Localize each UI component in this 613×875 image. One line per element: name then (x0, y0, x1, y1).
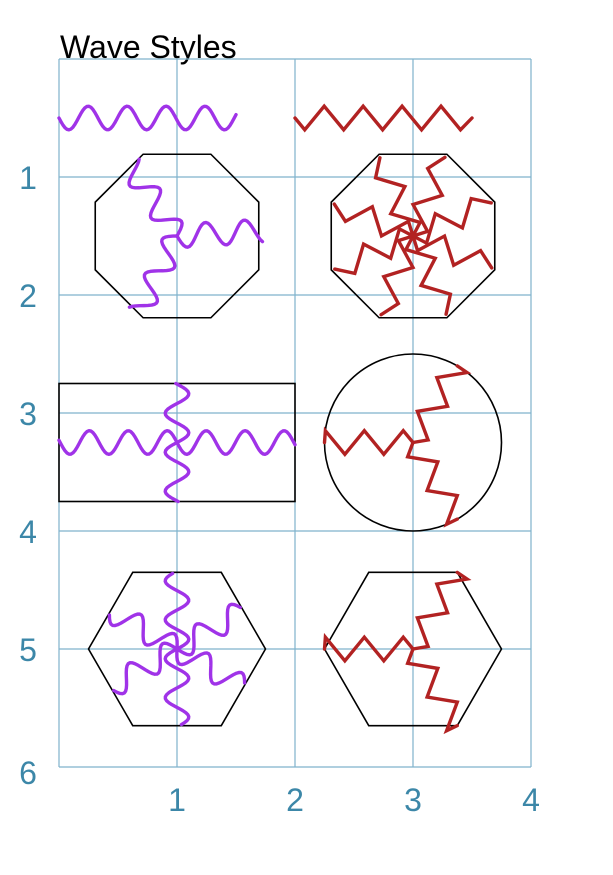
sine-wave (163, 381, 191, 445)
zigzag-wave (333, 226, 415, 276)
zigzag-wave (332, 202, 415, 239)
octagon-shape (94, 153, 260, 319)
y-tick-labels: 1 2 3 4 5 6 (19, 160, 37, 791)
sine-wave (57, 429, 179, 456)
sine-wave (112, 641, 179, 696)
x-tick-label: 4 (522, 782, 540, 818)
sine-wave (175, 429, 297, 456)
zigzag-wave (411, 364, 472, 445)
y-tick-label: 5 (19, 632, 37, 668)
y-tick-label: 6 (19, 755, 37, 791)
sine-wave (107, 612, 179, 651)
sine-wave (163, 440, 191, 504)
zigzag-wave (411, 570, 472, 651)
waves-layer (57, 103, 494, 735)
y-tick-label: 2 (19, 278, 37, 314)
zigzag-wave (411, 233, 494, 270)
zigzag-wave (379, 234, 416, 317)
sine-wave (127, 234, 179, 309)
zigzag-wave (293, 103, 474, 133)
zigzag-wave (405, 647, 460, 735)
zigzag-wave (405, 440, 460, 528)
zigzag-wave (322, 426, 415, 457)
x-tick-label: 3 (404, 782, 422, 818)
x-tick-labels: 1 2 3 4 (168, 782, 540, 818)
zigzag-wave (403, 234, 453, 316)
zigzag-wave (410, 155, 447, 238)
x-tick-label: 2 (286, 782, 304, 818)
sine-wave (175, 602, 242, 657)
sine-wave (57, 104, 238, 132)
y-tick-label: 1 (19, 160, 37, 196)
zigzag-wave (322, 632, 415, 664)
x-tick-label: 1 (168, 782, 186, 818)
sine-wave (175, 218, 265, 249)
sine-wave (163, 647, 191, 727)
sine-wave (163, 571, 191, 651)
octagon-shape (330, 153, 496, 319)
zigzag-wave (411, 196, 493, 246)
sine-wave (175, 647, 247, 686)
y-tick-label: 4 (19, 514, 37, 550)
hexagon-shape (87, 571, 267, 727)
y-tick-label: 3 (19, 396, 37, 432)
sine-wave (127, 157, 184, 238)
zigzag-wave (373, 156, 423, 238)
